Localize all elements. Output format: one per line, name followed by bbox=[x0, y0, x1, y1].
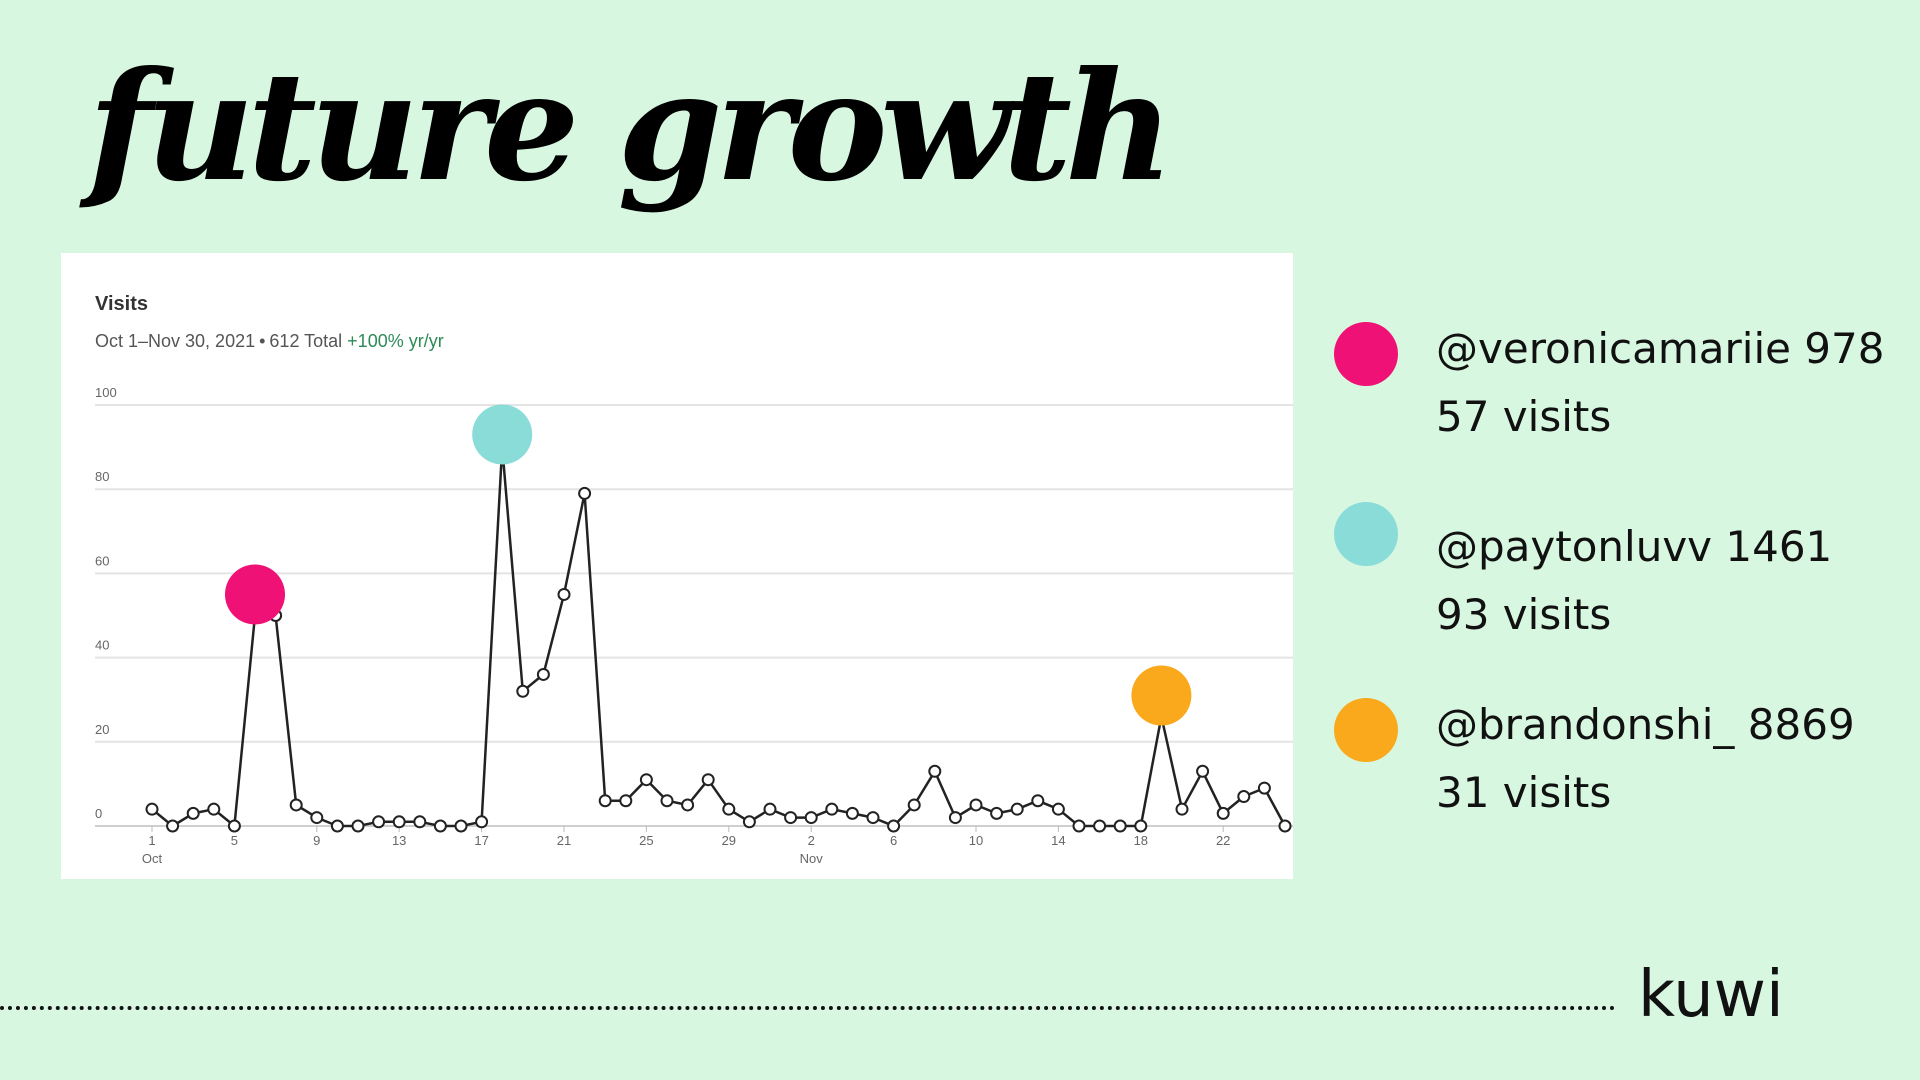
data-point bbox=[722, 802, 736, 816]
data-point bbox=[536, 667, 550, 681]
data-point bbox=[454, 819, 468, 833]
data-point bbox=[1031, 794, 1045, 808]
data-point bbox=[1072, 819, 1086, 833]
data-point bbox=[742, 815, 756, 829]
data-point bbox=[1278, 819, 1292, 833]
chart-total: 612 Total bbox=[269, 331, 343, 351]
legend-visits: 31 visits bbox=[1436, 768, 1612, 817]
data-point bbox=[516, 684, 530, 698]
visits-line-chart: 0 20 40 60 80 100 1 Oct 5 9 13 17 21 25 29 2 Nov 6 10 14 18 2… bbox=[95, 385, 1293, 866]
legend-handle: @paytonluvv 1461 bbox=[1436, 522, 1833, 571]
y-tick-label: 0 bbox=[95, 806, 102, 821]
x-tick-label: 18 bbox=[1134, 833, 1148, 848]
data-point bbox=[990, 806, 1004, 820]
x-tick-month-label: Nov bbox=[800, 851, 824, 866]
highlight-marker bbox=[225, 564, 285, 625]
y-tick-label: 80 bbox=[95, 469, 109, 484]
data-point bbox=[392, 815, 406, 829]
data-point bbox=[475, 815, 489, 829]
data-point bbox=[907, 798, 921, 812]
legend-handle: @brandonshi_ 8869 bbox=[1436, 700, 1855, 749]
y-tick-label: 100 bbox=[95, 385, 117, 400]
highlight-marker bbox=[1131, 665, 1192, 726]
data-point bbox=[330, 819, 344, 833]
brand-logo: kuwi bbox=[1638, 958, 1784, 1032]
data-point bbox=[660, 794, 674, 808]
x-tick-label: 10 bbox=[969, 833, 983, 848]
data-point bbox=[845, 806, 859, 820]
data-point bbox=[1113, 819, 1127, 833]
data-point bbox=[1175, 802, 1189, 816]
x-tick-label: 17 bbox=[474, 833, 488, 848]
x-tick-label: 29 bbox=[722, 833, 736, 848]
data-point bbox=[825, 802, 839, 816]
chart-title: Visits bbox=[95, 293, 148, 315]
data-point bbox=[1093, 819, 1107, 833]
data-point bbox=[681, 798, 695, 812]
highlight-marker bbox=[472, 404, 533, 465]
legend-visits: 93 visits bbox=[1436, 590, 1612, 639]
legend-visits: 57 visits bbox=[1436, 392, 1612, 441]
slide-title: future growth bbox=[88, 39, 1174, 215]
data-point bbox=[578, 486, 592, 500]
data-point bbox=[1051, 802, 1065, 816]
data-point bbox=[145, 802, 159, 816]
x-tick-label: 9 bbox=[313, 833, 320, 848]
data-point bbox=[1257, 781, 1271, 795]
legend-handle: @veronicamariie 978 bbox=[1436, 324, 1885, 373]
y-tick-label: 60 bbox=[95, 553, 109, 568]
chart-date-range: Oct 1–Nov 30, 2021 bbox=[95, 331, 256, 351]
y-tick-label: 40 bbox=[95, 638, 109, 653]
data-point bbox=[186, 806, 200, 820]
data-point bbox=[227, 819, 241, 833]
x-tick-label: 13 bbox=[392, 833, 406, 848]
data-point bbox=[413, 815, 427, 829]
x-tick-label: 21 bbox=[557, 833, 571, 848]
x-tick-month-label: Oct bbox=[142, 851, 163, 866]
x-tick-label: 14 bbox=[1051, 833, 1065, 848]
data-point bbox=[701, 773, 715, 787]
data-point bbox=[557, 587, 571, 601]
x-tick-label: 25 bbox=[639, 833, 653, 848]
chart-subtitle: Oct 1–Nov 30, 2021 • 612 Total +100% yr/yr bbox=[95, 331, 444, 351]
x-tick-label: 6 bbox=[890, 833, 897, 848]
data-point bbox=[639, 773, 653, 787]
data-point bbox=[1134, 819, 1148, 833]
dotted-divider bbox=[0, 1006, 1616, 1010]
data-point bbox=[433, 819, 447, 833]
data-point bbox=[804, 811, 818, 825]
data-point bbox=[866, 811, 880, 825]
data-point bbox=[289, 798, 303, 812]
data-point bbox=[372, 815, 386, 829]
data-point bbox=[1010, 802, 1024, 816]
data-point bbox=[948, 811, 962, 825]
data-point bbox=[763, 802, 777, 816]
x-tick-label: 22 bbox=[1216, 833, 1230, 848]
data-point bbox=[310, 811, 324, 825]
data-point bbox=[928, 764, 942, 778]
visits-chart-card: Visits Oct 1–Nov 30, 2021 • 612 Total +100… bbox=[61, 253, 1293, 879]
data-point bbox=[969, 798, 983, 812]
data-point bbox=[351, 819, 365, 833]
data-point bbox=[1216, 806, 1230, 820]
orange-dot-icon bbox=[1334, 698, 1398, 762]
data-point bbox=[784, 811, 798, 825]
data-point bbox=[207, 802, 221, 816]
data-point bbox=[598, 794, 612, 808]
data-point bbox=[887, 819, 901, 833]
pink-dot-icon bbox=[1334, 322, 1398, 386]
x-tick-label: 5 bbox=[231, 833, 238, 848]
data-point bbox=[1196, 764, 1210, 778]
x-tick-label: 2 bbox=[808, 833, 815, 848]
data-point bbox=[166, 819, 180, 833]
data-point bbox=[1237, 790, 1251, 804]
data-point bbox=[619, 794, 633, 808]
teal-dot-icon bbox=[1334, 502, 1398, 566]
x-tick-label: 1 bbox=[148, 833, 155, 848]
visits-series-line bbox=[151, 445, 1287, 828]
chart-growth: +100% yr/yr bbox=[347, 331, 444, 351]
y-tick-label: 20 bbox=[95, 722, 109, 737]
